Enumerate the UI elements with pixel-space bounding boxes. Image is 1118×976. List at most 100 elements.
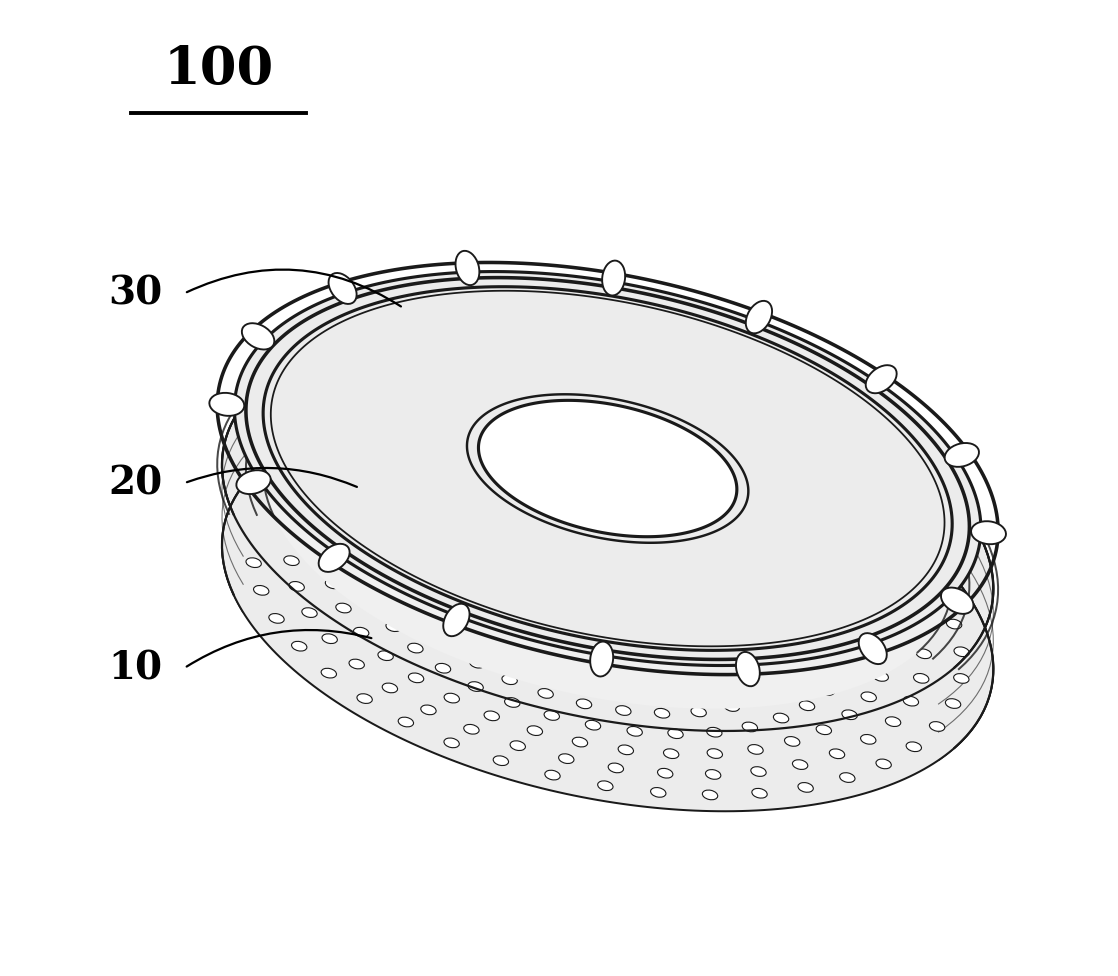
Ellipse shape	[851, 546, 866, 555]
Ellipse shape	[830, 605, 844, 615]
Ellipse shape	[484, 711, 500, 720]
Ellipse shape	[322, 555, 338, 565]
Ellipse shape	[705, 770, 721, 779]
Ellipse shape	[704, 652, 720, 662]
Ellipse shape	[703, 585, 719, 594]
Ellipse shape	[941, 588, 974, 614]
Ellipse shape	[495, 552, 511, 562]
Ellipse shape	[864, 601, 880, 611]
Ellipse shape	[724, 702, 739, 712]
Ellipse shape	[711, 439, 726, 453]
Ellipse shape	[616, 544, 632, 553]
Ellipse shape	[563, 523, 586, 537]
Ellipse shape	[519, 543, 533, 552]
Ellipse shape	[833, 668, 847, 677]
Ellipse shape	[972, 521, 1006, 545]
Ellipse shape	[761, 625, 777, 634]
Polygon shape	[263, 287, 953, 664]
Ellipse shape	[676, 687, 692, 696]
Ellipse shape	[798, 783, 813, 793]
Text: 10: 10	[108, 649, 163, 687]
Ellipse shape	[559, 390, 580, 402]
Ellipse shape	[723, 622, 739, 631]
Ellipse shape	[775, 680, 790, 690]
Ellipse shape	[559, 558, 575, 568]
Ellipse shape	[681, 602, 695, 611]
Ellipse shape	[629, 400, 652, 414]
Ellipse shape	[538, 689, 553, 698]
Ellipse shape	[873, 671, 889, 681]
Ellipse shape	[682, 662, 697, 671]
Ellipse shape	[909, 563, 923, 573]
Ellipse shape	[575, 618, 590, 628]
Ellipse shape	[613, 647, 628, 657]
Ellipse shape	[657, 534, 679, 546]
Ellipse shape	[408, 643, 423, 653]
Ellipse shape	[504, 698, 520, 708]
Ellipse shape	[785, 737, 799, 747]
Ellipse shape	[572, 737, 588, 747]
Ellipse shape	[398, 717, 414, 727]
Ellipse shape	[477, 636, 493, 646]
Ellipse shape	[284, 555, 300, 565]
Ellipse shape	[819, 685, 835, 695]
Ellipse shape	[620, 627, 636, 636]
Ellipse shape	[627, 726, 643, 736]
Ellipse shape	[407, 599, 423, 609]
Ellipse shape	[898, 597, 913, 607]
Ellipse shape	[520, 637, 536, 647]
Text: 30: 30	[108, 274, 163, 312]
Ellipse shape	[861, 735, 875, 744]
Ellipse shape	[443, 639, 457, 649]
Ellipse shape	[440, 562, 456, 572]
Ellipse shape	[752, 789, 767, 798]
Ellipse shape	[652, 668, 667, 676]
Ellipse shape	[246, 558, 262, 567]
Ellipse shape	[793, 561, 807, 571]
Ellipse shape	[646, 611, 662, 621]
Ellipse shape	[597, 626, 613, 635]
Ellipse shape	[618, 745, 634, 754]
Ellipse shape	[537, 668, 551, 677]
Ellipse shape	[603, 261, 625, 296]
Ellipse shape	[654, 709, 670, 718]
Ellipse shape	[556, 631, 571, 641]
Ellipse shape	[674, 417, 694, 430]
Ellipse shape	[830, 749, 845, 758]
Ellipse shape	[748, 745, 764, 754]
Ellipse shape	[737, 501, 745, 511]
Ellipse shape	[241, 323, 274, 349]
Ellipse shape	[874, 626, 890, 635]
Ellipse shape	[752, 693, 768, 702]
Ellipse shape	[579, 578, 595, 588]
Ellipse shape	[464, 724, 480, 734]
Ellipse shape	[421, 620, 437, 630]
Ellipse shape	[714, 520, 728, 530]
Ellipse shape	[496, 620, 512, 630]
Ellipse shape	[680, 568, 695, 578]
Ellipse shape	[479, 472, 491, 486]
Ellipse shape	[468, 436, 474, 448]
Ellipse shape	[587, 529, 610, 543]
Ellipse shape	[608, 763, 624, 773]
Ellipse shape	[728, 511, 738, 522]
Ellipse shape	[653, 408, 674, 422]
Ellipse shape	[746, 301, 773, 334]
Ellipse shape	[916, 649, 931, 659]
Ellipse shape	[577, 699, 591, 709]
Ellipse shape	[420, 705, 436, 714]
Ellipse shape	[510, 741, 525, 751]
Ellipse shape	[457, 618, 473, 628]
Ellipse shape	[493, 755, 509, 765]
Ellipse shape	[666, 587, 682, 596]
Ellipse shape	[945, 443, 979, 467]
Ellipse shape	[667, 729, 683, 739]
Ellipse shape	[386, 622, 401, 631]
Ellipse shape	[663, 749, 679, 758]
Ellipse shape	[736, 652, 760, 686]
Ellipse shape	[537, 564, 552, 574]
Ellipse shape	[840, 773, 855, 783]
Polygon shape	[222, 403, 994, 811]
Ellipse shape	[487, 407, 501, 417]
Ellipse shape	[481, 566, 496, 576]
